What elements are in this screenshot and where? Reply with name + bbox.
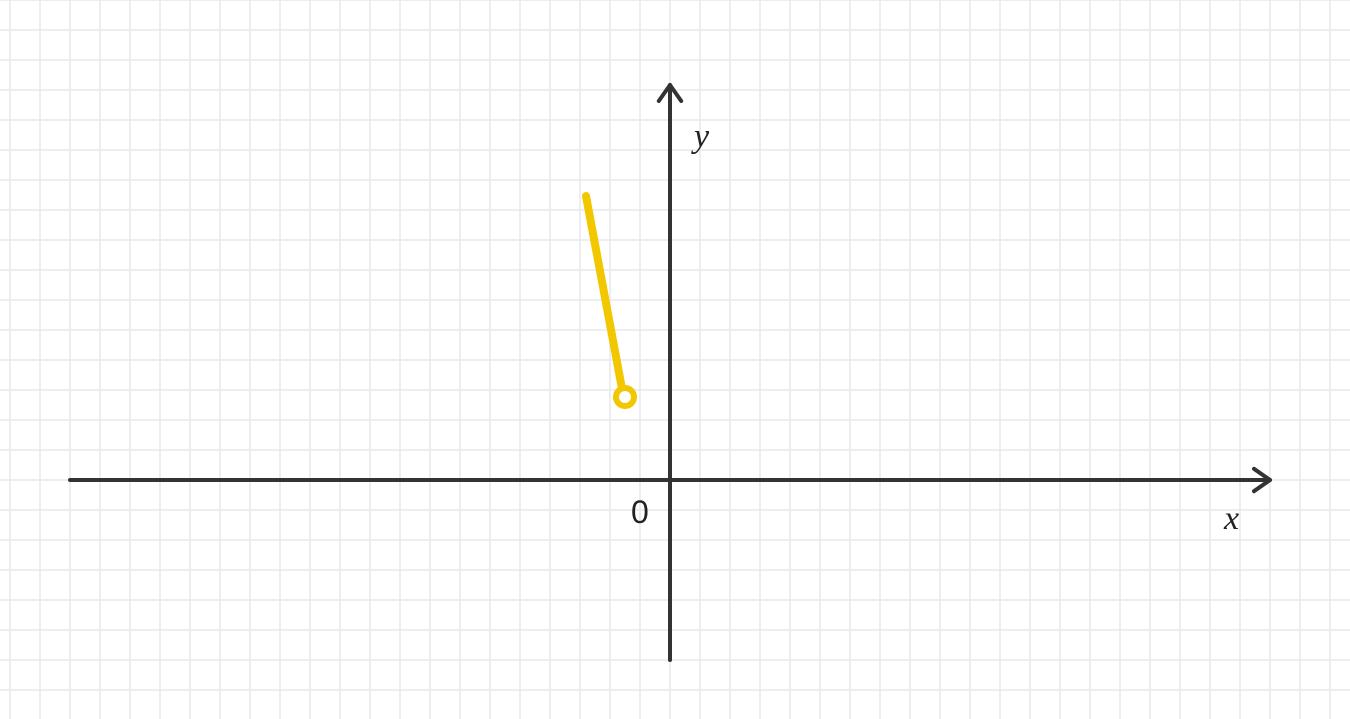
chart-canvas: y x 0	[0, 0, 1350, 719]
y-axis-label: y	[694, 118, 709, 156]
x-axis-label: x	[1224, 500, 1239, 538]
chart-svg	[0, 0, 1350, 719]
origin-label: 0	[631, 494, 649, 531]
